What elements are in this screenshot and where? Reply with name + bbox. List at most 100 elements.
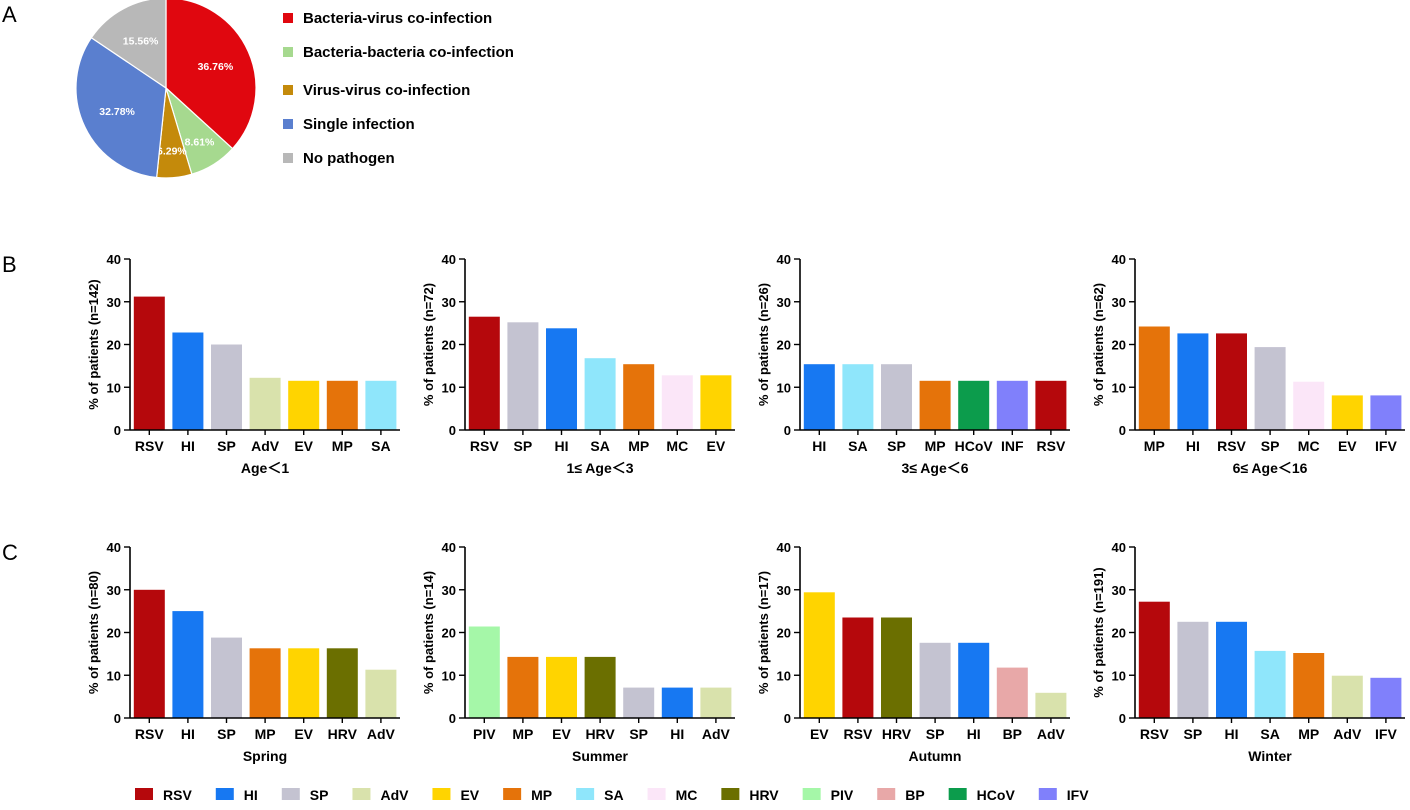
bar-hi xyxy=(172,332,204,430)
y-tick-label: 20 xyxy=(107,338,121,353)
x-tick-label: MP xyxy=(925,438,946,454)
bar-sp xyxy=(211,637,242,718)
y-tick-label: 30 xyxy=(1112,583,1126,598)
x-tick-label: MP xyxy=(1144,438,1165,454)
x-tick-label: IFV xyxy=(1375,726,1397,742)
x-tick-label: INF xyxy=(1001,438,1024,454)
x-tick-label: HI xyxy=(812,438,826,454)
y-tick-label: 20 xyxy=(777,338,791,353)
pie-slice-label: 32.78% xyxy=(99,106,135,118)
x-tick-label: SA xyxy=(1260,726,1279,742)
bar-sp xyxy=(1177,621,1209,718)
pie-slice-single-infection xyxy=(75,36,167,179)
bar-bp xyxy=(996,667,1028,718)
bar-hcov xyxy=(958,380,990,430)
bar-adv xyxy=(365,669,397,718)
x-tick-label: HI xyxy=(967,726,981,742)
x-tick-label: HI xyxy=(181,438,195,454)
x-tick-label: MC xyxy=(666,438,688,454)
y-tick-label: 10 xyxy=(777,380,791,395)
bar-rsv xyxy=(1035,380,1067,430)
legend-label-single-infection: Single infection xyxy=(303,116,415,133)
bar-sp xyxy=(1254,347,1286,430)
bar-mc xyxy=(1293,381,1325,430)
bar-ev xyxy=(288,648,320,718)
legend-label-hi: HI xyxy=(244,787,258,803)
bar-hi xyxy=(803,364,835,430)
legend-swatch-sp xyxy=(281,788,300,800)
x-tick-label: IFV xyxy=(1375,438,1397,454)
bar-hi xyxy=(1177,333,1209,430)
bar-sp xyxy=(507,322,539,430)
x-tick-label: SP xyxy=(1261,438,1280,454)
bar-hi xyxy=(661,687,693,718)
bar-mp xyxy=(919,380,951,430)
bar-hi xyxy=(1216,621,1247,718)
bar-chart-b1: 0 10 20 30 40 RSV HI SP AdV EV MP SA Age＜1 % of patie… xyxy=(86,252,400,476)
bar-mp xyxy=(249,648,281,718)
pie-slice-no-pathogen xyxy=(90,0,167,90)
x-tick-label: RSV xyxy=(844,726,873,742)
bar-mp xyxy=(326,380,358,430)
x-tick-label: MP xyxy=(255,726,276,742)
x-tick-label: EV xyxy=(1338,438,1357,454)
y-tick-label: 10 xyxy=(777,668,791,683)
y-tick-label: 30 xyxy=(1112,295,1126,310)
bar-chart-c2: 0 10 20 30 40 PIV MP EV HRV SP HI AdV Summer % of pat… xyxy=(421,540,735,764)
bar-adv xyxy=(1035,692,1067,718)
pie-slice-bacteria-virus-co-infection xyxy=(165,0,257,150)
bar-chart-b2: 0 10 20 30 40 RSV SP HI SA MP MC EV 1≤ Age＜3 % of pat… xyxy=(421,252,735,476)
y-axis-label: % of patients (n=142) xyxy=(86,279,101,409)
bar-mp xyxy=(1293,653,1325,718)
bar-adv xyxy=(1331,675,1363,718)
y-tick-label: 10 xyxy=(1112,380,1126,395)
x-axis-label: 1≤ Age＜3 xyxy=(566,460,633,476)
y-tick-label: 20 xyxy=(107,626,121,641)
x-tick-label: SP xyxy=(514,438,533,454)
x-axis-label: 3≤ Age＜6 xyxy=(901,460,968,476)
x-tick-label: HI xyxy=(181,726,195,742)
legend-label-sa: SA xyxy=(604,787,623,803)
bar-sa xyxy=(842,364,874,430)
legend-label-rsv: RSV xyxy=(163,787,192,803)
x-tick-label: SP xyxy=(217,438,236,454)
bar-ev xyxy=(288,380,320,430)
x-tick-label: AdV xyxy=(1037,726,1066,742)
bar-adv xyxy=(700,687,732,718)
pie-slice-label: 6.29% xyxy=(157,146,187,158)
legend-swatch-piv xyxy=(802,788,821,800)
bar-ifv xyxy=(1370,395,1402,430)
y-axis-label: % of patients (n=80) xyxy=(86,571,101,694)
legend-label-bacteria-virus-co-infection: Bacteria-virus co-infection xyxy=(303,10,492,27)
bar-sa xyxy=(1254,650,1286,718)
y-tick-label: 0 xyxy=(114,423,121,438)
legend-swatch-bp xyxy=(877,788,896,800)
x-tick-label: MP xyxy=(628,438,649,454)
bar-hrv xyxy=(584,656,616,718)
y-tick-label: 10 xyxy=(107,380,121,395)
x-tick-label: HRV xyxy=(882,726,912,742)
panel-label-a: A xyxy=(2,2,17,27)
y-tick-label: 10 xyxy=(107,668,121,683)
y-tick-label: 10 xyxy=(442,668,456,683)
x-tick-label: RSV xyxy=(470,438,499,454)
pie-slice-label: 36.76% xyxy=(198,61,234,73)
y-tick-label: 0 xyxy=(784,711,791,726)
x-axis-label: Age＜1 xyxy=(241,460,289,476)
bar-rsv xyxy=(842,617,874,718)
bar-hrv xyxy=(326,648,358,718)
legend-swatch-ev xyxy=(432,788,451,800)
x-tick-label: BP xyxy=(1003,726,1022,742)
x-tick-label: AdV xyxy=(702,726,731,742)
legend-swatch-bacteria-bacteria-co-infection xyxy=(283,47,293,57)
legend-label-ev: EV xyxy=(460,787,479,803)
y-tick-label: 40 xyxy=(1112,252,1126,267)
x-tick-label: EV xyxy=(707,438,726,454)
y-axis-label: % of patients (n=17) xyxy=(756,571,771,694)
bar-rsv xyxy=(468,316,500,430)
y-tick-label: 20 xyxy=(442,338,456,353)
bar-rsv xyxy=(1138,601,1170,718)
x-tick-label: EV xyxy=(810,726,829,742)
legend-label-mp: MP xyxy=(531,787,552,803)
x-tick-label: SA xyxy=(371,438,390,454)
